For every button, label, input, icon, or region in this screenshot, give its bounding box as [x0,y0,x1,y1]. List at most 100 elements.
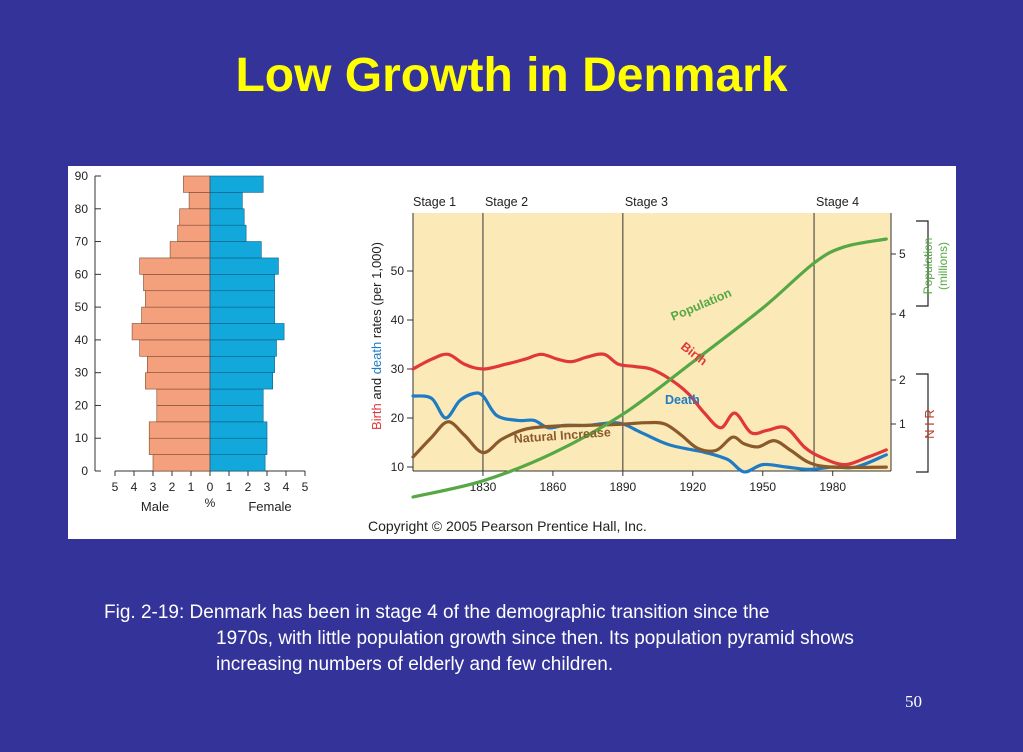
population-series-label: Population [669,286,734,324]
pyramid-bar-female [209,454,266,472]
pyramid-y-tick-label: 60 [75,267,89,281]
chart-left-tick-label: 30 [391,362,405,376]
chart-right-tick-label: 4 [899,307,906,321]
pyramid-bar-female [209,372,274,390]
stage-label: Stage 3 [625,195,668,209]
chart-x-tick-label: 1860 [540,480,567,494]
pyramid-bar-male [169,241,211,259]
caption-continuation: 1970s, with little population growth sin… [216,628,854,675]
pyramid-bar-female [209,192,243,210]
natural-increase-series-label: Natural Increase [513,425,611,446]
pyramid-bar-female [209,257,279,275]
pyramid-bar-female [209,421,268,439]
pyramid-y-tick-label: 50 [75,300,89,314]
chart-left-tick-label: 40 [391,313,405,327]
chart-right-tick-label: 5 [899,247,906,261]
natural-increase-line [411,420,888,470]
population-axis-label-units: (millions) [936,242,950,290]
figure-panel: 0 10 20 30 40 50 60 70 80 90 5 4 3 2 1 0 1 2 3 4 5% Male Femal… [68,166,956,539]
slide-number: 50 [905,692,922,711]
chart-left-tick-label: 10 [391,460,405,474]
pyramid-x-tick-label: 1 [226,480,233,494]
birth-rate-line [411,352,888,467]
pyramid-bar-male [148,437,211,455]
pyramid-x-tick-label: 3 [150,480,157,494]
pyramid-bar-female [209,290,275,308]
pyramid-bar-male [156,405,211,423]
pyramid-x-tick-label: 2 [169,480,176,494]
pyramid-y-tick-label: 80 [75,202,89,216]
pyramid-bar-female [209,388,264,406]
chart-left-tick-label: 50 [391,264,405,278]
birth-series-label: Birth [678,339,710,368]
pyramid-bar-male [156,388,211,406]
stage-label: Stage 1 [413,195,456,209]
pyramid-bar-female [209,175,264,193]
pyramid-bar-male [188,192,211,210]
copyright-text: Copyright © 2005 Pearson Prentice Hall, … [368,518,647,534]
pyramid-female-label: Female [248,499,291,514]
pyramid-bar-female [209,274,275,292]
pyramid-bar-male [179,208,211,226]
pyramid-x-tick-label: 5 [112,480,119,494]
pyramid-bar-male [139,339,211,357]
axis-label-part: Birth [369,403,384,430]
pyramid-bar-female [209,339,277,357]
population-axis-label: Population [921,238,935,295]
slide-title: Low Growth in Denmark [235,49,788,102]
pyramid-y-tick-label: 30 [75,366,89,380]
chart-left-tick-label: 20 [391,411,405,425]
caption-line-1: Fig. 2-19: Denmark has been in stage 4 o… [104,602,770,623]
pyramid-bar-female [209,224,247,242]
pyramid-bar-male [147,355,211,373]
pyramid-bar-female [209,306,275,324]
pyramid-x-tick-label: 4 [283,480,290,494]
death-series-label: Death [665,393,700,407]
figure-caption: Fig. 2-19: Denmark has been in stage 4 o… [104,600,924,678]
population-line [411,237,888,499]
pyramid-y-tick-label: 40 [75,333,89,347]
nir-axis-label: N I R [922,409,937,439]
pyramid-bar-male [141,306,211,324]
pyramid-bar-female [209,241,262,259]
axis-label-part: and [369,374,384,403]
chart-nir-tick-label: 1 [899,417,906,431]
pyramid-x-tick-label: 4 [131,480,138,494]
pyramid-y-tick-label: 90 [75,169,89,183]
pyramid-bar-male [152,454,211,472]
pyramid-y-tick-label: 70 [75,235,89,249]
pyramid-x-tick-label: 2 [245,480,252,494]
pyramid-male-label: Male [141,499,169,514]
pyramid-x-tick-label: 5 [302,480,309,494]
axis-label-part: death [369,342,384,375]
pyramid-bar-female [209,355,275,373]
pyramid-bar-female [209,208,245,226]
population-axis-bracket [916,220,929,307]
axis-label-part: rates (per 1,000) [369,242,384,342]
chart-x-tick-label: 1830 [470,480,497,494]
chart-x-tick-label: 1920 [679,480,706,494]
stage-label: Stage 4 [816,195,859,209]
chart-x-tick-label: 1950 [749,480,776,494]
pyramid-bar-male [139,257,211,275]
pyramid-x-unit: % [205,496,216,510]
pyramid-bar-male [143,274,211,292]
pyramid-bar-male [145,372,211,390]
stage-label: Stage 2 [485,195,528,209]
pyramid-bar-male [131,323,211,341]
pyramid-y-tick-label: 0 [81,464,88,478]
pyramid-bar-female [209,437,268,455]
chart-left-axis-label: Birth and death rates (per 1,000) [369,242,384,430]
nir-axis-bracket [916,373,929,473]
pyramid-bar-male [183,175,211,193]
pyramid-bar-female [209,323,285,341]
chart-plot-area [413,213,891,471]
chart-nir-tick-label: 2 [899,373,906,387]
pyramid-x-tick-label: 1 [188,480,195,494]
pyramid-y-tick-label: 10 [75,431,89,445]
pyramid-y-tick-label: 20 [75,398,89,412]
death-rate-line [411,391,888,474]
pyramid-bar-male [148,421,211,439]
pyramid-x-tick-label: 3 [264,480,271,494]
